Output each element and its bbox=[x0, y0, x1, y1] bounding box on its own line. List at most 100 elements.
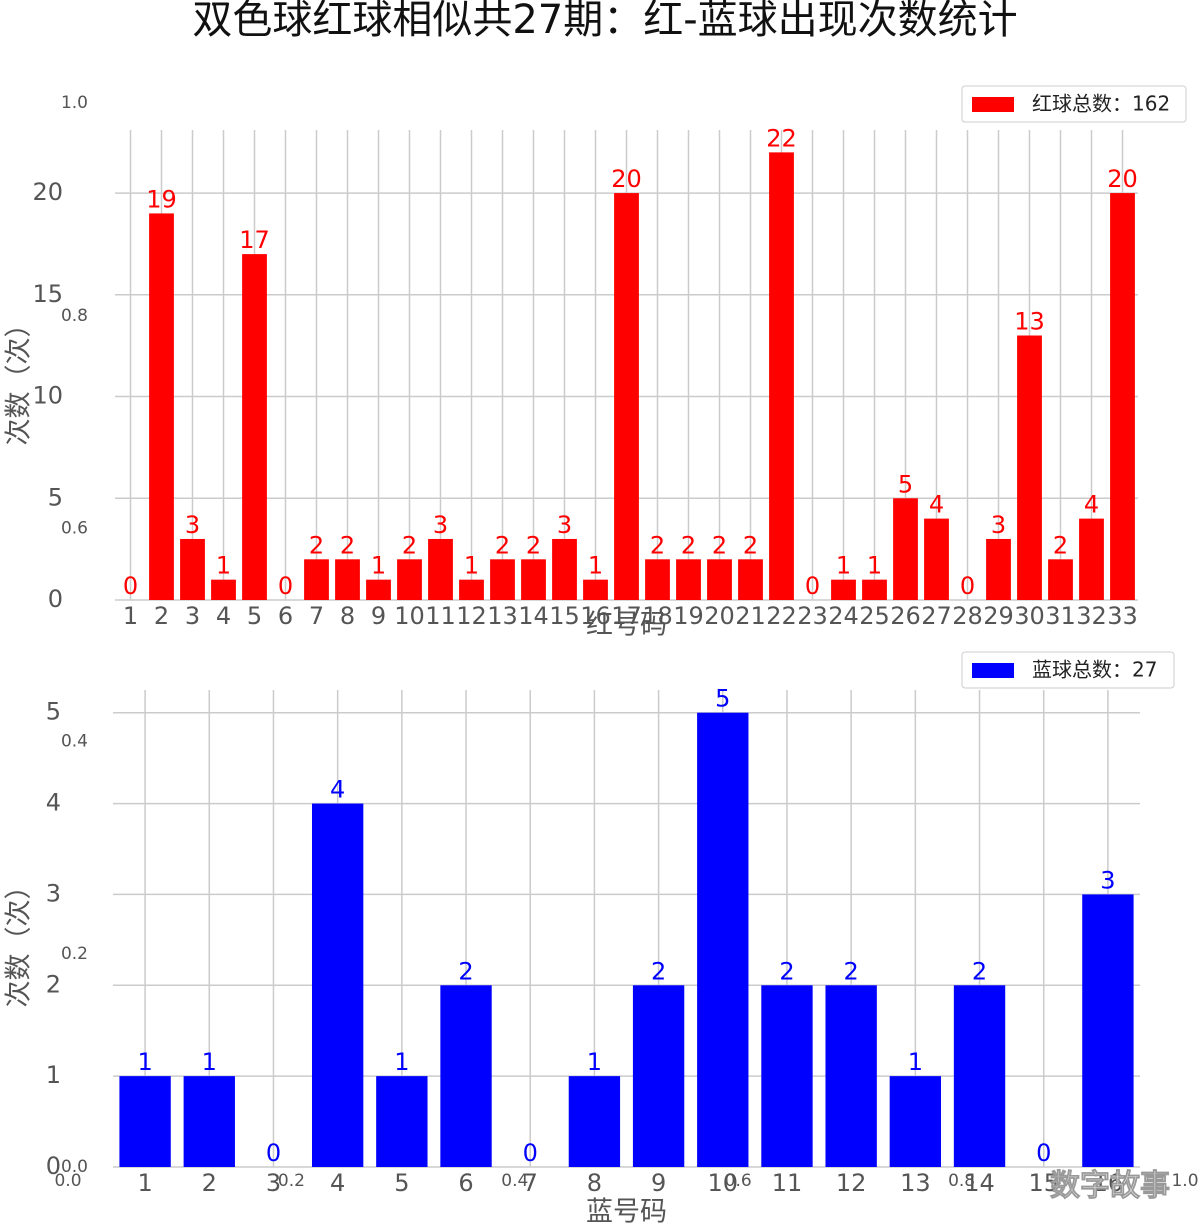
value-label: 3 bbox=[433, 511, 448, 539]
bar bbox=[831, 579, 856, 600]
bar bbox=[889, 1076, 942, 1167]
value-label: 1 bbox=[908, 1048, 923, 1076]
value-label: 1 bbox=[836, 552, 851, 580]
y-tick-label: 2 bbox=[46, 970, 61, 998]
value-label: 5 bbox=[898, 470, 913, 498]
value-label: 0 bbox=[266, 1139, 281, 1167]
y-tick-label: 5 bbox=[48, 483, 63, 511]
bg-y-tick-label: 0.6 bbox=[61, 519, 88, 539]
value-label: 3 bbox=[557, 511, 572, 539]
x-tick-label: 25 bbox=[859, 602, 890, 630]
bar bbox=[335, 559, 360, 600]
x-tick-label: 4 bbox=[330, 1169, 345, 1197]
x-tick-label: 5 bbox=[394, 1169, 409, 1197]
bar bbox=[645, 559, 670, 600]
value-label: 19 bbox=[146, 185, 177, 213]
bar bbox=[428, 538, 453, 600]
x-tick-label: 28 bbox=[952, 602, 983, 630]
value-label: 5 bbox=[715, 685, 730, 713]
x-tick-label: 12 bbox=[836, 1169, 867, 1197]
bar bbox=[459, 579, 484, 600]
value-label: 1 bbox=[464, 552, 479, 580]
bar bbox=[366, 579, 391, 600]
value-label: 2 bbox=[681, 531, 696, 559]
bar bbox=[825, 985, 877, 1167]
x-tick-label: 3 bbox=[266, 1169, 281, 1197]
x-tick-label: 15 bbox=[1028, 1169, 1059, 1197]
bar bbox=[119, 1076, 171, 1167]
bar bbox=[180, 538, 205, 600]
value-label: 1 bbox=[137, 1048, 152, 1076]
bar bbox=[761, 985, 813, 1167]
bg-x-tick-label: 0.8 bbox=[948, 1171, 975, 1191]
bg-y-tick-label: 1.0 bbox=[61, 93, 88, 113]
x-tick-label: 31 bbox=[1045, 602, 1076, 630]
value-label: 2 bbox=[495, 531, 510, 559]
bg-x-tick-label: 0.6 bbox=[725, 1171, 752, 1191]
x-tick-label: 19 bbox=[673, 602, 704, 630]
bar bbox=[614, 193, 639, 600]
bg-x-tick-label: 1.0 bbox=[1171, 1171, 1198, 1191]
legend-swatch bbox=[972, 97, 1014, 112]
value-label: 1 bbox=[202, 1048, 217, 1076]
x-tick-label: 29 bbox=[983, 602, 1014, 630]
value-label: 0 bbox=[805, 572, 820, 600]
x-tick-label: 16 bbox=[1093, 1169, 1124, 1197]
value-label: 0 bbox=[960, 572, 975, 600]
y-tick-label: 0 bbox=[46, 1152, 61, 1180]
x-tick-label: 17 bbox=[611, 602, 642, 630]
bar bbox=[769, 152, 794, 600]
bar bbox=[552, 538, 577, 600]
value-label: 0 bbox=[278, 572, 293, 600]
x-tick-label: 23 bbox=[797, 602, 828, 630]
x-tick-label: 2 bbox=[154, 602, 169, 630]
value-label: 2 bbox=[526, 531, 541, 559]
bar bbox=[953, 985, 1006, 1167]
x-axis-label: 红号码 bbox=[586, 610, 667, 641]
value-label: 0 bbox=[123, 572, 138, 600]
value-label: 4 bbox=[1084, 491, 1099, 519]
bg-y-tick-label: 0.8 bbox=[61, 306, 88, 326]
x-tick-label: 11 bbox=[772, 1169, 803, 1197]
y-axis-label: 次数（次） bbox=[4, 873, 35, 1008]
y-tick-label: 0 bbox=[48, 585, 63, 613]
bar bbox=[738, 559, 763, 600]
value-label: 1 bbox=[394, 1048, 409, 1076]
bar bbox=[697, 712, 749, 1167]
value-label: 3 bbox=[1100, 866, 1115, 894]
x-tick-label: 3 bbox=[185, 602, 200, 630]
value-label: 2 bbox=[972, 957, 987, 985]
x-tick-label: 8 bbox=[587, 1169, 602, 1197]
bg-y-tick-label: 0.4 bbox=[61, 731, 88, 751]
legend-swatch bbox=[972, 663, 1014, 678]
value-label: 2 bbox=[651, 957, 666, 985]
value-label: 22 bbox=[766, 124, 797, 152]
value-label: 20 bbox=[611, 165, 642, 193]
value-label: 3 bbox=[185, 511, 200, 539]
y-axis-label: 次数（次） bbox=[4, 311, 35, 446]
value-label: 3 bbox=[991, 511, 1006, 539]
bar bbox=[676, 559, 701, 600]
y-tick-label: 3 bbox=[46, 879, 61, 907]
value-label: 1 bbox=[371, 552, 386, 580]
y-tick-label: 4 bbox=[46, 789, 61, 817]
value-label: 2 bbox=[779, 957, 794, 985]
x-tick-label: 20 bbox=[704, 602, 735, 630]
bar bbox=[311, 803, 364, 1167]
bar bbox=[1048, 559, 1073, 600]
value-label: 2 bbox=[712, 531, 727, 559]
bar bbox=[490, 559, 515, 600]
value-label: 2 bbox=[743, 531, 758, 559]
y-tick-label: 15 bbox=[32, 280, 63, 308]
value-label: 2 bbox=[844, 957, 859, 985]
x-tick-label: 10 bbox=[708, 1169, 739, 1197]
bar bbox=[1082, 894, 1134, 1167]
bg-x-tick-label: 0.4 bbox=[501, 1171, 528, 1191]
x-tick-label: 18 bbox=[642, 602, 673, 630]
value-label: 17 bbox=[239, 226, 270, 254]
x-tick-label: 7 bbox=[309, 602, 324, 630]
value-label: 2 bbox=[458, 957, 473, 985]
y-tick-label: 5 bbox=[46, 698, 61, 726]
bar bbox=[893, 498, 918, 600]
legend-label: 红球总数：162 bbox=[1032, 92, 1170, 116]
